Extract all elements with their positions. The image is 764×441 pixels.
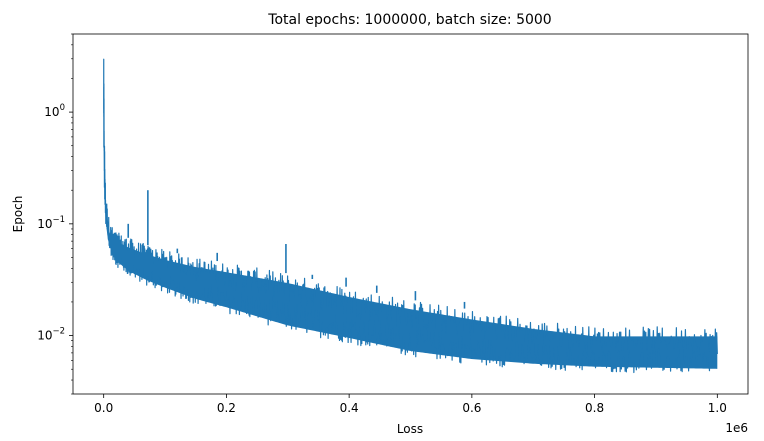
y-axis: 10−2 10−1 100	[37, 33, 73, 395]
x-axis-label: Loss	[397, 422, 423, 436]
chart-title: Total epochs: 1000000, batch size: 5000	[267, 12, 551, 28]
x-tick-label: 1.0	[708, 401, 727, 415]
x-tick-label: 0.8	[585, 401, 604, 415]
y-axis-label: Epoch	[11, 196, 25, 233]
series-layer	[103, 58, 718, 374]
loss-line	[103, 58, 718, 374]
y-tick-label: 10−2	[37, 327, 65, 343]
y-tick-label: 100	[44, 103, 65, 119]
x-tick-label: 0.0	[94, 401, 113, 415]
x-axis: 0.0 0.2 0.4 0.6 0.8 1.0	[94, 394, 727, 415]
x-axis-offset: 1e6	[725, 421, 748, 435]
plot-frame	[72, 33, 749, 395]
x-tick-label: 0.6	[462, 401, 481, 415]
x-tick-label: 0.4	[340, 401, 359, 415]
y-tick-label: 10−1	[37, 215, 65, 231]
x-tick-label: 0.2	[217, 401, 236, 415]
